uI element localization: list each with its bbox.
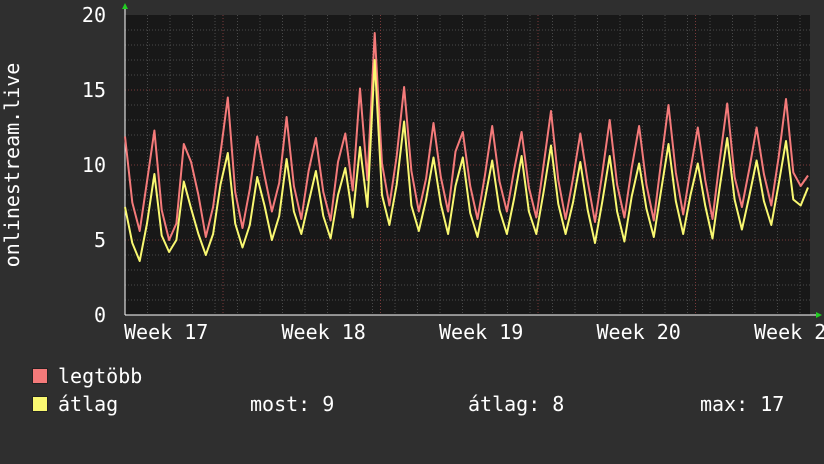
x-tick-label: Week 18 xyxy=(282,320,366,344)
series-group xyxy=(124,32,809,262)
legend-item-legtobb: legtöbb xyxy=(32,364,142,436)
x-tick-label: Week 17 xyxy=(124,320,208,344)
x-tick-label: Week 2 xyxy=(754,320,824,344)
series-line-atlag xyxy=(124,59,809,262)
legend-swatch-atlag xyxy=(32,396,48,412)
legend-item-atlag: átlag xyxy=(32,392,118,464)
y-tick-label: 15 xyxy=(82,78,106,102)
stat-most: most: 9 xyxy=(250,392,335,416)
legend-label: átlag xyxy=(58,392,119,416)
x-tick-labels: Week 17 Week 18 Week 19 Week 20 Week 2 xyxy=(124,320,824,344)
stat-max: max: 17 xyxy=(700,392,785,416)
stat-atlag: átlag: 8 xyxy=(468,392,565,416)
y-tick-label: 10 xyxy=(82,153,106,177)
y-axis-label: onlinestream.live xyxy=(0,63,24,268)
y-tick-label: 5 xyxy=(94,228,106,252)
x-axis-arrow xyxy=(816,312,822,318)
y-tick-labels: 0 5 10 15 20 xyxy=(82,3,106,327)
legend-label: legtöbb xyxy=(58,364,143,388)
legend-swatch-legtobb xyxy=(32,368,48,384)
y-tick-label: 0 xyxy=(94,303,106,327)
y-axis-arrow xyxy=(122,3,128,9)
axes xyxy=(122,3,822,318)
x-tick-label: Week 20 xyxy=(597,320,681,344)
y-tick-label: 20 xyxy=(82,3,106,27)
x-tick-label: Week 19 xyxy=(439,320,523,344)
series-line-legtobb xyxy=(124,32,809,241)
